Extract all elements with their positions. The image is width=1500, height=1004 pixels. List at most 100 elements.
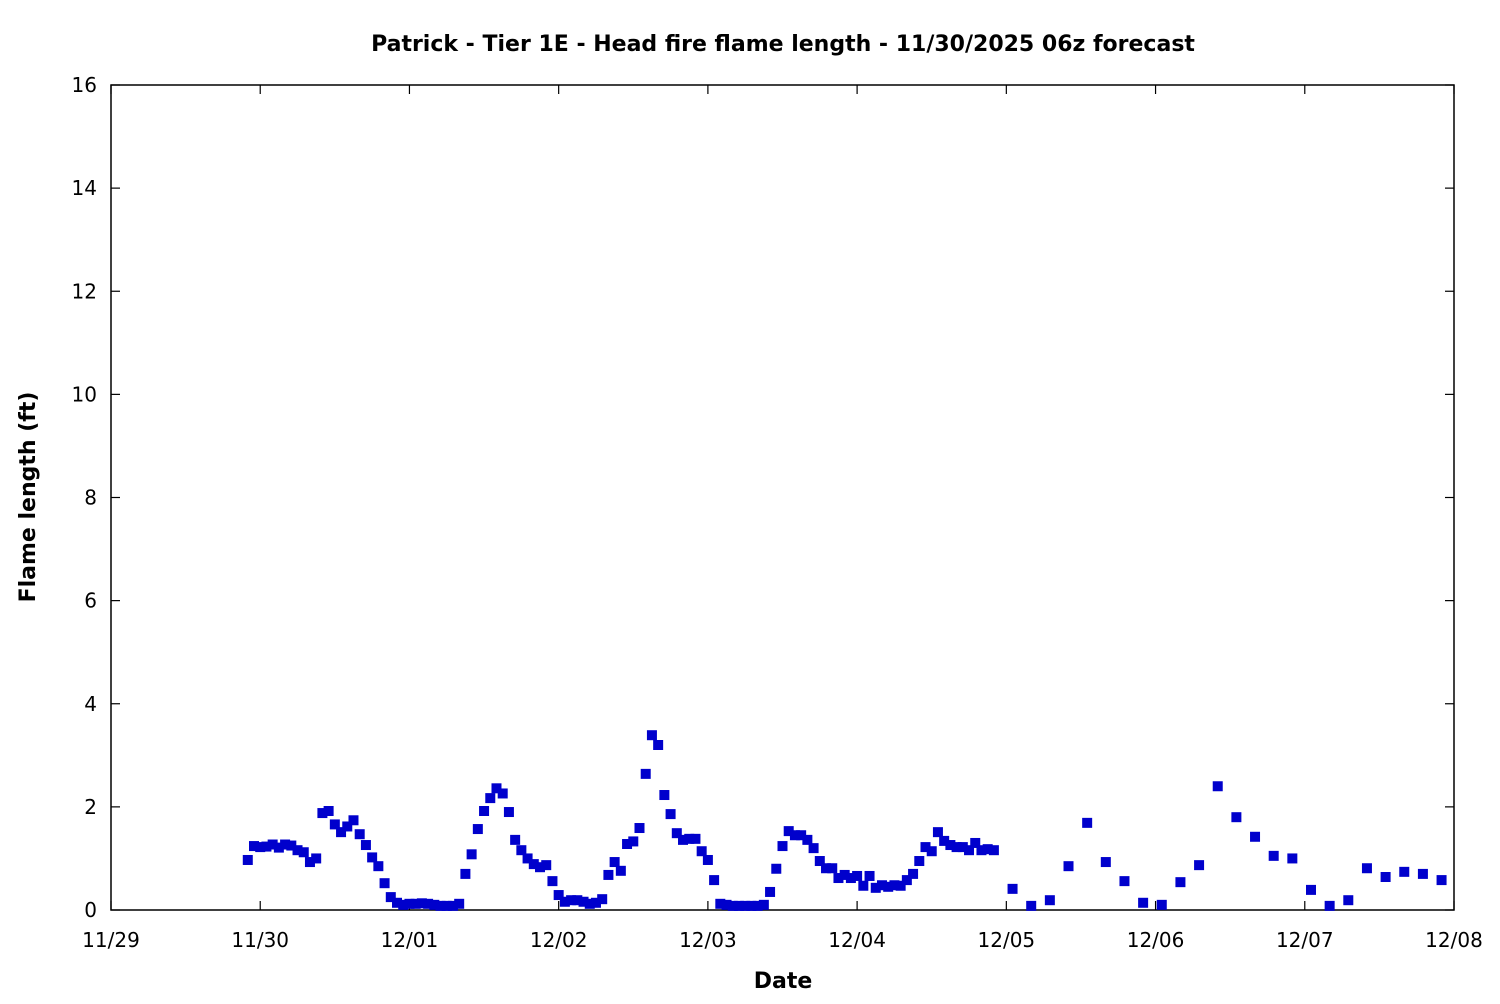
data-point (908, 868, 919, 879)
data-point (1082, 817, 1093, 828)
data-point (939, 835, 950, 846)
data-point (758, 899, 769, 910)
data-point (603, 869, 614, 880)
data-point (721, 899, 732, 910)
data-point (889, 880, 900, 891)
data-point (1007, 883, 1018, 894)
data-point (1175, 877, 1186, 888)
data-point (1343, 895, 1354, 906)
data-point (622, 839, 633, 849)
data-point (1287, 853, 1298, 864)
data-point (640, 768, 651, 779)
data-point (323, 806, 334, 816)
data-point (901, 875, 912, 886)
data-point (317, 808, 328, 819)
data-point (447, 900, 458, 911)
data-point (814, 856, 825, 867)
data-point (398, 899, 409, 910)
y-tick-label: 8 (84, 486, 97, 510)
data-point (821, 863, 832, 874)
data-point (584, 898, 595, 909)
data-point (864, 870, 875, 881)
data-point (833, 873, 844, 884)
data-point (665, 809, 676, 820)
x-tick-label: 11/30 (231, 928, 289, 952)
data-point (342, 821, 353, 832)
data-point (1100, 857, 1111, 868)
data-point (1305, 884, 1316, 895)
data-point (964, 845, 975, 856)
data-point (684, 833, 695, 844)
data-point (1026, 900, 1037, 911)
data-point (709, 875, 720, 886)
data-point (255, 842, 266, 853)
data-point (404, 898, 415, 909)
data-point (876, 880, 887, 891)
data-point (1250, 831, 1261, 842)
data-point (914, 856, 925, 867)
data-point (951, 842, 962, 853)
x-tick-label: 12/04 (828, 928, 886, 952)
x-tick-label: 12/02 (530, 928, 588, 952)
data-point (547, 876, 558, 887)
data-point (392, 897, 403, 908)
data-point (354, 829, 365, 840)
x-tick-label: 12/05 (978, 928, 1036, 952)
data-point (491, 783, 502, 794)
data-point (777, 841, 788, 852)
data-point (746, 900, 757, 911)
data-point (472, 824, 483, 835)
data-point (715, 898, 726, 909)
data-point (460, 868, 471, 879)
data-point (1268, 850, 1279, 861)
data-point (516, 845, 527, 856)
data-point (497, 788, 508, 799)
data-point (839, 869, 850, 880)
x-tick-label: 12/06 (1127, 928, 1185, 952)
data-point (827, 863, 838, 874)
data-point (510, 834, 521, 845)
data-point (1194, 860, 1205, 871)
x-axis-label: Date (754, 969, 813, 994)
data-point (559, 896, 570, 907)
data-point (1119, 876, 1130, 887)
data-point (976, 845, 987, 856)
data-point (1156, 899, 1167, 910)
data-point (1324, 900, 1335, 911)
data-point (280, 839, 291, 850)
data-point (466, 849, 477, 860)
data-point (1231, 812, 1242, 823)
data-point (659, 790, 670, 801)
data-point (541, 860, 552, 871)
data-point (441, 900, 452, 911)
data-point (360, 840, 371, 851)
data-point (454, 898, 465, 909)
data-point (379, 878, 390, 889)
data-point (267, 839, 278, 850)
data-point (765, 886, 776, 897)
y-tick-label: 12 (72, 279, 97, 303)
data-point (435, 900, 446, 911)
x-tick-label: 12/03 (679, 928, 737, 952)
data-point (311, 853, 322, 864)
data-point (286, 840, 297, 851)
data-point (740, 900, 751, 911)
data-point (858, 880, 869, 891)
data-point (615, 865, 626, 876)
data-point (273, 842, 284, 853)
y-axis-label: Flame length (ft) (16, 392, 41, 603)
data-point (348, 815, 359, 826)
data-point (329, 819, 340, 830)
data-point (1138, 897, 1149, 908)
data-point (653, 740, 664, 750)
data-point (485, 793, 496, 804)
y-tick-label: 10 (72, 382, 97, 406)
data-point (1212, 781, 1223, 792)
data-point (895, 880, 906, 891)
data-point (634, 823, 645, 834)
data-point (1044, 895, 1055, 906)
data-point (802, 834, 813, 845)
data-point (479, 806, 490, 816)
data-point (566, 895, 577, 906)
